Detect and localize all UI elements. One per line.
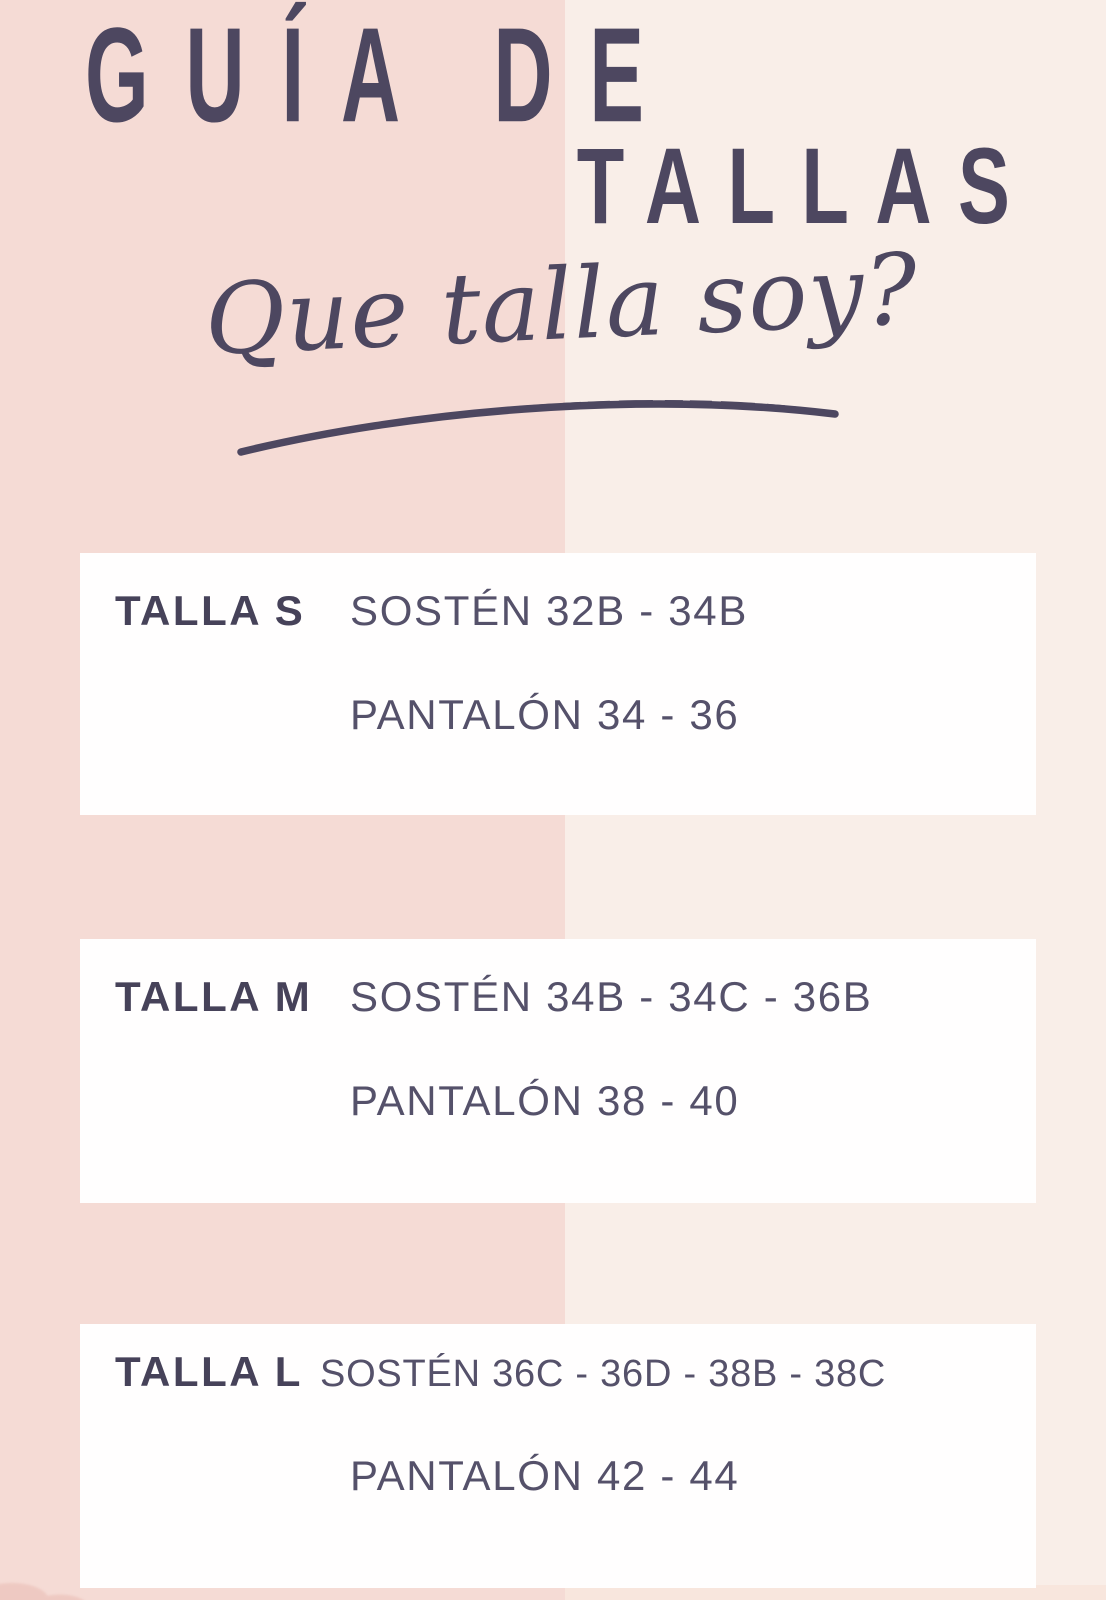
size-label: TALLA M	[115, 973, 313, 1020]
card-row-pants: PANTALÓN 34 - 36	[350, 691, 739, 739]
size-card-l: TALLA L SOSTÉN 36C - 36D - 38B - 38C PAN…	[80, 1324, 1036, 1588]
size-label: TALLA S	[115, 587, 306, 634]
size-card-m: TALLA M SOSTÉN 34B - 34C - 36B PANTALÓN …	[80, 939, 1036, 1203]
underline-swoosh-icon	[237, 399, 839, 456]
card-row-pants: PANTALÓN 42 - 44	[350, 1452, 739, 1500]
pants-size-range: PANTALÓN 42 - 44	[350, 1452, 740, 1499]
poster-title-line2: TALLAS	[576, 125, 1036, 246]
poster-title-line1: GUÍA DE	[85, 0, 681, 150]
pants-size-range: PANTALÓN 34 - 36	[350, 691, 740, 738]
bra-size-range: SOSTÉN 32B - 34B	[350, 587, 749, 634]
background-bottom-right-strip	[565, 1585, 1106, 1600]
bra-size-range: SOSTÉN 36C - 36D - 38B - 38C	[320, 1353, 887, 1395]
size-label: TALLA L	[115, 1348, 303, 1395]
card-row-pants: PANTALÓN 38 - 40	[350, 1077, 739, 1125]
bra-size-range: SOSTÉN 34B - 34C - 36B	[350, 973, 873, 1020]
card-row-bra: TALLA S SOSTÉN 32B - 34B	[115, 587, 748, 635]
size-card-s: TALLA S SOSTÉN 32B - 34B PANTALÓN 34 - 3…	[80, 553, 1036, 815]
card-row-bra: TALLA L SOSTÉN 36C - 36D - 38B - 38C	[115, 1348, 886, 1396]
card-row-bra: TALLA M SOSTÉN 34B - 34C - 36B	[115, 973, 872, 1021]
pants-size-range: PANTALÓN 38 - 40	[350, 1077, 740, 1124]
